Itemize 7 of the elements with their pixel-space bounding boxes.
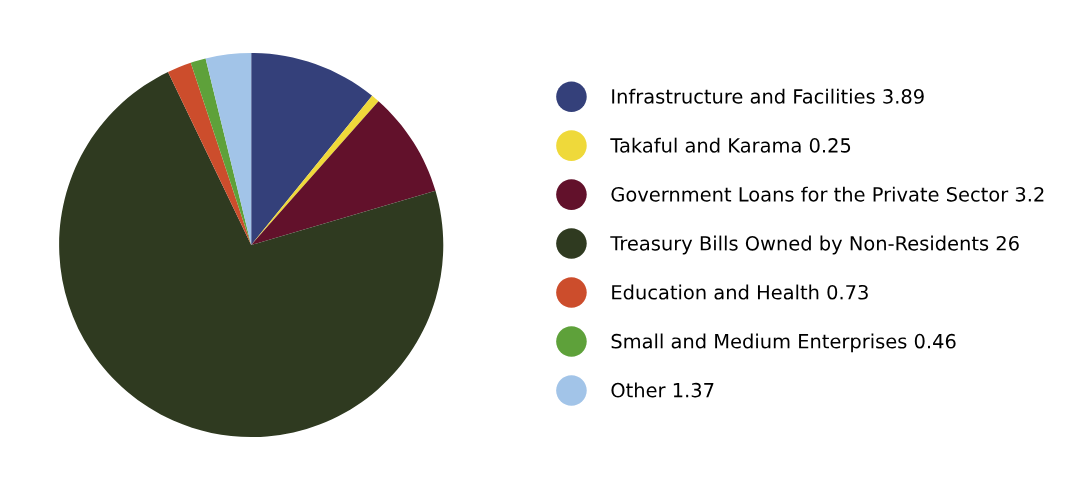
legend-label: Treasury Bills Owned by Non-Residents 26 xyxy=(610,235,1019,255)
legend-label: Small and Medium Enterprises 0.46 xyxy=(611,333,956,353)
legend-label: Government Loans for the Private Sector 3.2 xyxy=(611,186,1044,202)
legend-label: Other 1.37 xyxy=(611,382,714,398)
legend-label: Infrastructure and Facilities 3.89 xyxy=(612,88,924,104)
legend-label: Education and Health 0.73 xyxy=(612,284,868,300)
legend-label: Takaful and Karama 0.25 xyxy=(610,137,851,153)
